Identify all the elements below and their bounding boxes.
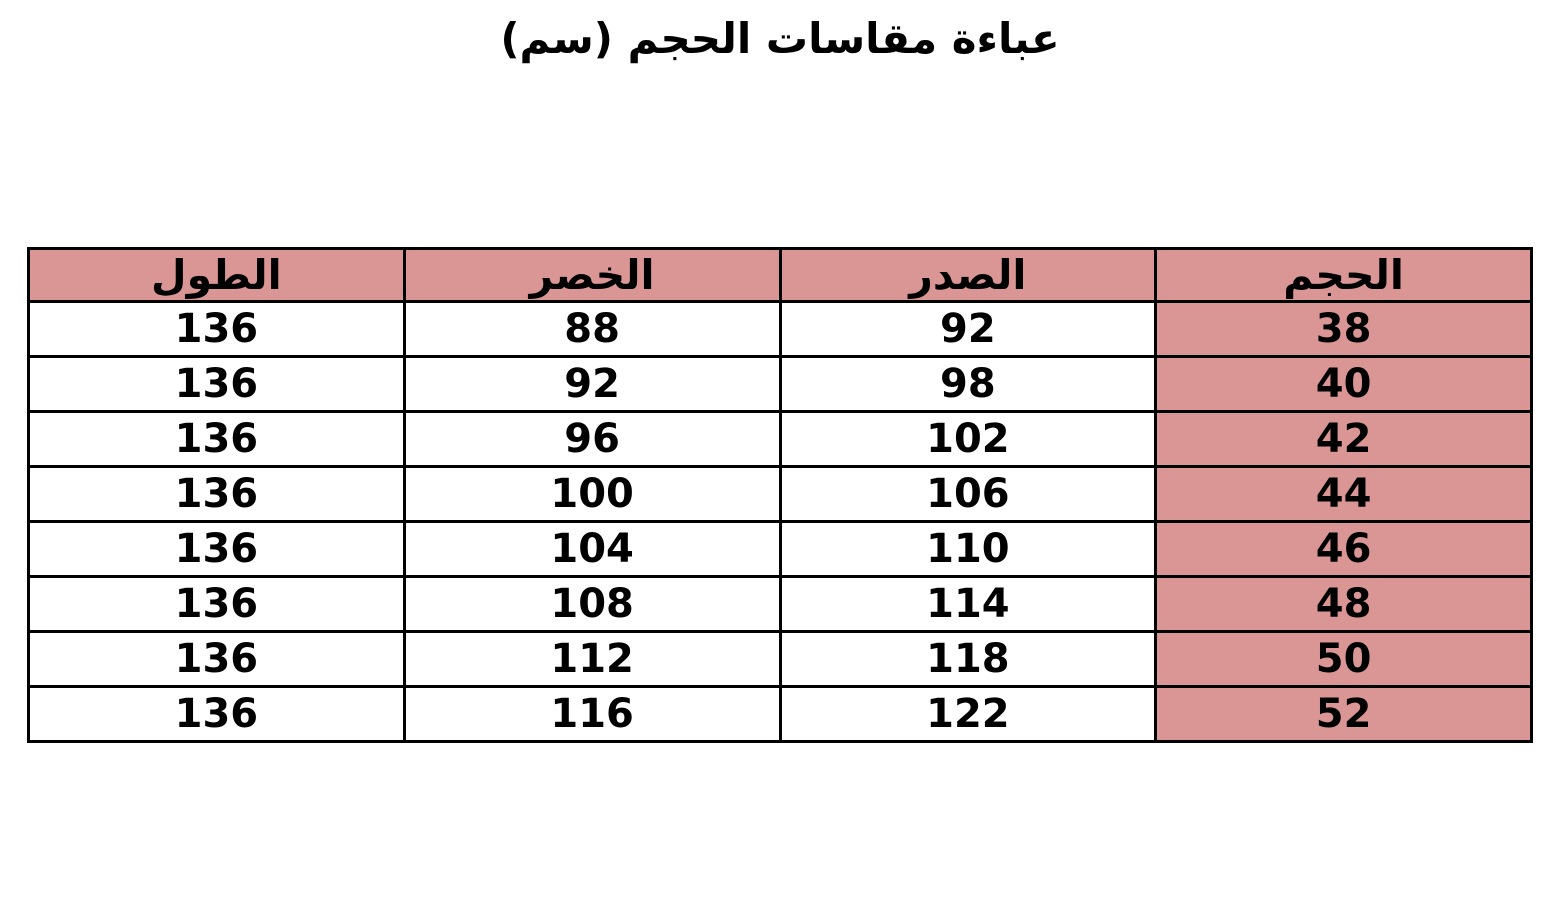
header-waist: الخصر <box>402 247 782 303</box>
table-row: 46 110 104 136 <box>27 520 1533 578</box>
cell-waist: 112 <box>402 630 782 688</box>
header-row: الحجم الصدر الخصر الطول <box>27 247 1533 303</box>
cell-length: 136 <box>27 685 406 743</box>
page-title: عباءة مقاسات الحجم (سم) <box>500 14 1060 63</box>
header-length: الطول <box>27 247 406 303</box>
table-body: 38 92 88 136 40 98 92 136 42 102 96 136 44 106 100 136 4… <box>27 300 1533 743</box>
cell-length: 136 <box>27 355 406 413</box>
cell-size: 42 <box>1154 410 1533 468</box>
cell-chest: 106 <box>778 465 1158 523</box>
cell-chest: 98 <box>778 355 1158 413</box>
table-row: 48 114 108 136 <box>27 575 1533 633</box>
cell-size: 40 <box>1154 355 1533 413</box>
cell-chest: 118 <box>778 630 1158 688</box>
cell-waist: 116 <box>402 685 782 743</box>
cell-waist: 108 <box>402 575 782 633</box>
cell-length: 136 <box>27 520 406 578</box>
table-row: 52 122 116 136 <box>27 685 1533 743</box>
cell-waist: 100 <box>402 465 782 523</box>
cell-size: 38 <box>1154 300 1533 358</box>
cell-chest: 110 <box>778 520 1158 578</box>
cell-waist: 104 <box>402 520 782 578</box>
cell-size: 46 <box>1154 520 1533 578</box>
cell-waist: 88 <box>402 300 782 358</box>
table-row: 50 118 112 136 <box>27 630 1533 688</box>
cell-size: 52 <box>1154 685 1533 743</box>
header-chest: الصدر <box>778 247 1158 303</box>
table-row: 44 106 100 136 <box>27 465 1533 523</box>
cell-length: 136 <box>27 300 406 358</box>
cell-length: 136 <box>27 410 406 468</box>
cell-waist: 96 <box>402 410 782 468</box>
cell-size: 44 <box>1154 465 1533 523</box>
cell-waist: 92 <box>402 355 782 413</box>
size-chart-container: الحجم الصدر الخصر الطول 38 92 88 136 40 98 92 1… <box>27 247 1533 743</box>
header-size: الحجم <box>1154 247 1533 303</box>
size-chart-table: الحجم الصدر الخصر الطول 38 92 88 136 40 98 92 1… <box>27 247 1533 743</box>
cell-chest: 114 <box>778 575 1158 633</box>
cell-size: 48 <box>1154 575 1533 633</box>
cell-length: 136 <box>27 575 406 633</box>
cell-size: 50 <box>1154 630 1533 688</box>
cell-chest: 102 <box>778 410 1158 468</box>
cell-length: 136 <box>27 465 406 523</box>
cell-chest: 122 <box>778 685 1158 743</box>
cell-chest: 92 <box>778 300 1158 358</box>
table-row: 42 102 96 136 <box>27 410 1533 468</box>
table-row: 40 98 92 136 <box>27 355 1533 413</box>
table-row: 38 92 88 136 <box>27 300 1533 358</box>
cell-length: 136 <box>27 630 406 688</box>
